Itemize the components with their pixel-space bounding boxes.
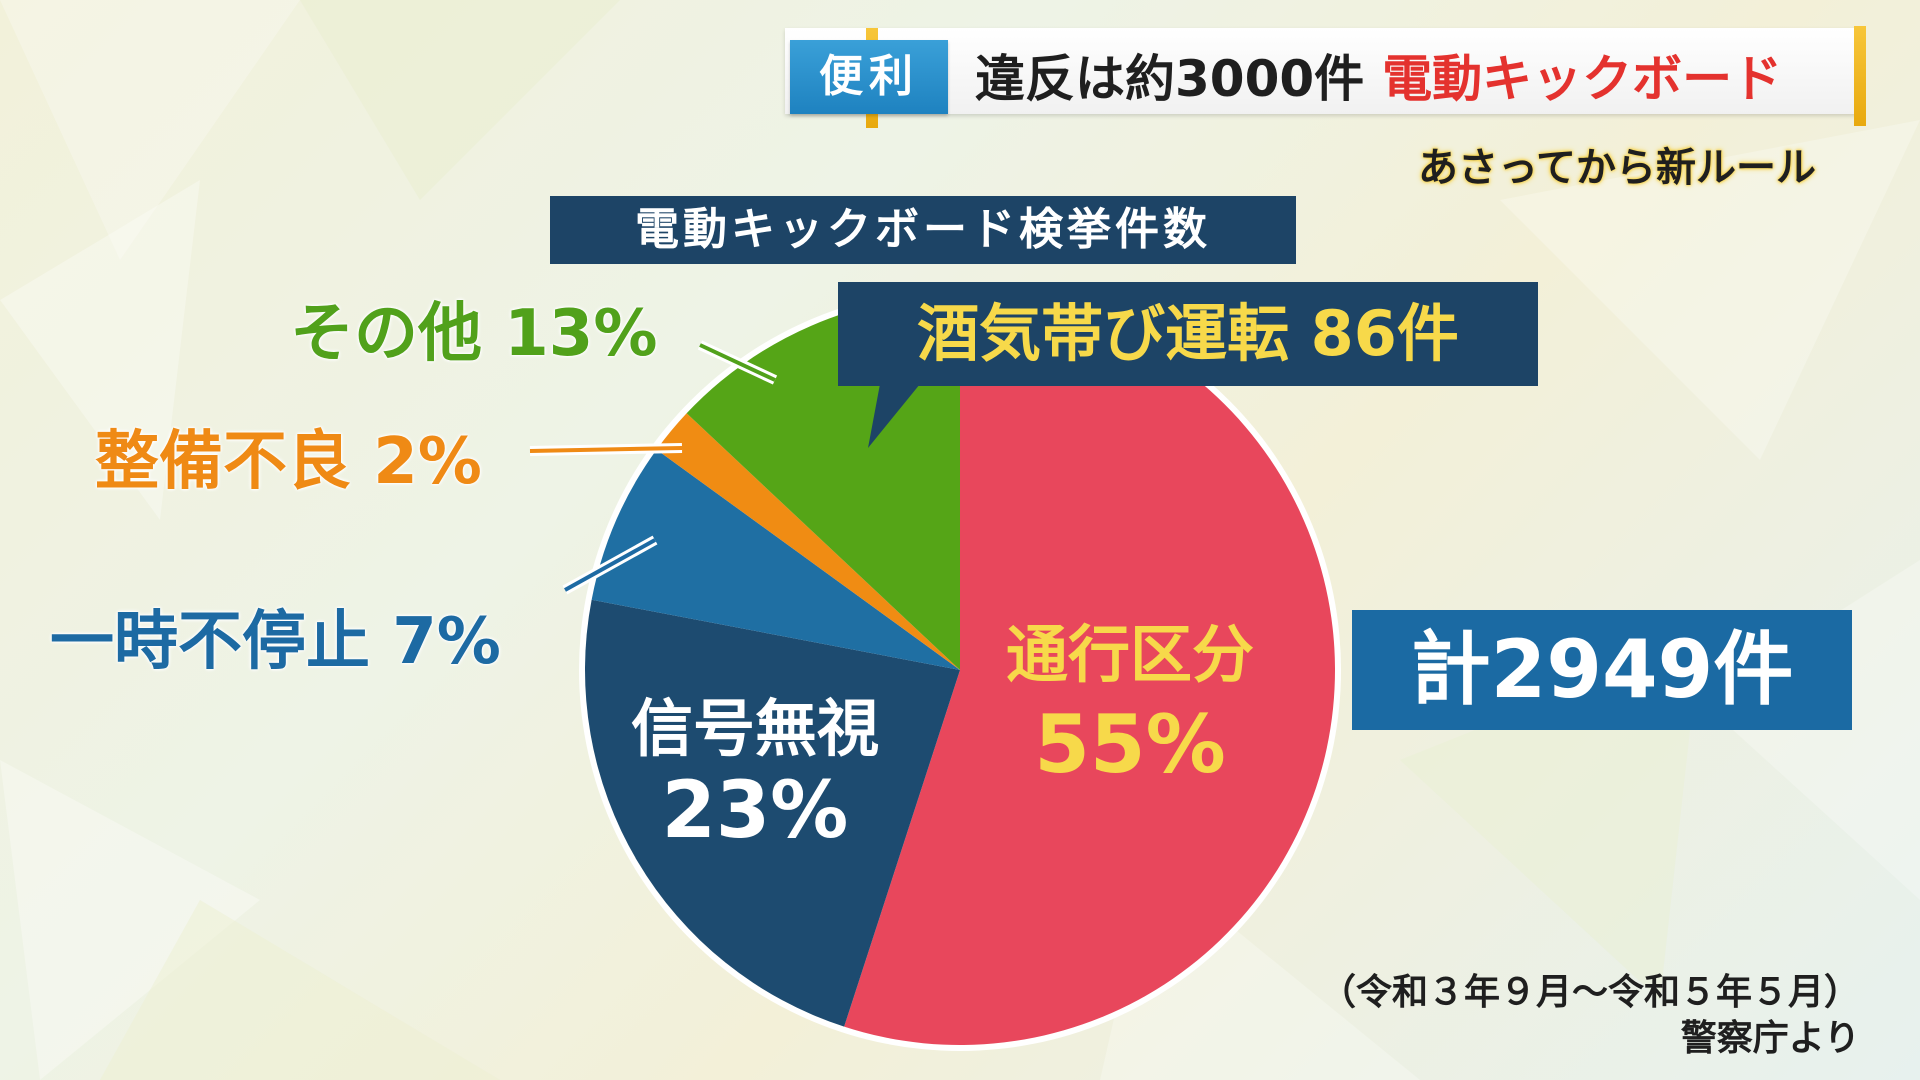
pie-slice-3 bbox=[591, 449, 960, 670]
category-tag: 便利 bbox=[790, 40, 948, 114]
headline-accent: 電動キックボード bbox=[1382, 50, 1783, 108]
label-pass-name: 通行区分 bbox=[1005, 618, 1254, 691]
label-signal-pct: 23% bbox=[661, 766, 849, 856]
label-signal-name: 信号無視 bbox=[630, 692, 879, 765]
label-pass-pct: 55% bbox=[1034, 698, 1226, 791]
leader-line-other-inner bbox=[699, 343, 776, 382]
pie-slice-4 bbox=[656, 413, 960, 670]
label-signal-ignore: 信号無視 23% bbox=[585, 688, 925, 852]
source-org: 警察庁より bbox=[1680, 1018, 1860, 1059]
header-gold-accent-right bbox=[1854, 26, 1866, 126]
label-traffic-division: 通行区分 55% bbox=[960, 610, 1300, 790]
callout-drunk-riding: 酒気帯び運転 86件 bbox=[838, 282, 1538, 386]
headline-main: 違反は約3000件 bbox=[975, 50, 1365, 108]
leader-line-stop-inner bbox=[564, 538, 656, 592]
source-period: （令和３年９月〜令和５年５月） bbox=[1319, 972, 1860, 1013]
label-other: その他 13% bbox=[290, 297, 658, 371]
header-bar bbox=[785, 28, 1857, 114]
source-note: （令和３年９月〜令和５年５月） 警察庁より bbox=[1320, 970, 1860, 1062]
pie-slice-2 bbox=[584, 599, 960, 1027]
total-count: 計2949件 bbox=[1352, 610, 1852, 730]
callout-tail bbox=[868, 384, 920, 448]
headline: 違反は約3000件 電動キックボード bbox=[975, 42, 1782, 116]
label-maintenance: 整備不良 2% bbox=[95, 425, 482, 499]
chart-title: 電動キックボード検挙件数 bbox=[550, 196, 1296, 264]
label-stop-violation: 一時不停止 7% bbox=[50, 605, 501, 679]
pie-slice-1 bbox=[844, 295, 1335, 1045]
sub-headline: あさってから新ルール bbox=[1418, 145, 1816, 191]
leader-line-maintenance-inner bbox=[529, 446, 683, 453]
